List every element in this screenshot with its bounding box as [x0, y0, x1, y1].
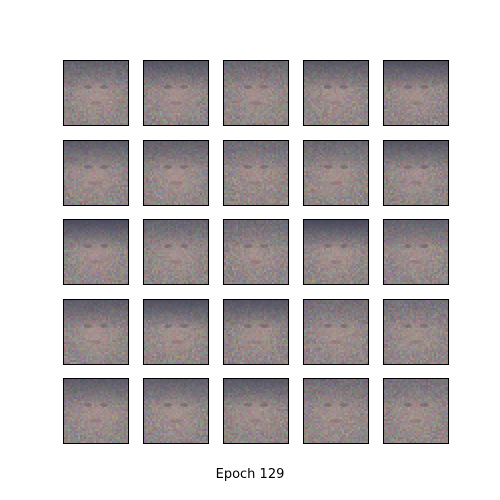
sample-image-16: [63, 299, 129, 365]
sample-image-25: [383, 378, 449, 444]
sample-image-20: [383, 299, 449, 365]
face-sample-graphic: [304, 379, 368, 443]
face-sample-graphic: [384, 220, 448, 284]
face-sample-graphic: [224, 141, 288, 205]
face-sample-graphic: [64, 61, 128, 125]
face-sample-graphic: [304, 61, 368, 125]
face-sample-graphic: [384, 300, 448, 364]
sample-image-11: [63, 219, 129, 285]
face-sample-graphic: [144, 220, 208, 284]
sample-image-2: [143, 60, 209, 126]
sample-image-23: [223, 378, 289, 444]
face-sample-graphic: [304, 220, 368, 284]
sample-image-4: [303, 60, 369, 126]
sample-image-14: [303, 219, 369, 285]
face-sample-graphic: [144, 300, 208, 364]
face-sample-graphic: [384, 379, 448, 443]
face-sample-graphic: [64, 141, 128, 205]
face-sample-graphic: [64, 379, 128, 443]
face-sample-graphic: [224, 300, 288, 364]
face-sample-graphic: [384, 61, 448, 125]
sample-image-6: [63, 140, 129, 206]
sample-image-5: [383, 60, 449, 126]
face-sample-graphic: [304, 141, 368, 205]
face-sample-graphic: [224, 220, 288, 284]
sample-image-15: [383, 219, 449, 285]
face-sample-graphic: [64, 220, 128, 284]
sample-image-13: [223, 219, 289, 285]
sample-image-1: [63, 60, 129, 126]
face-sample-graphic: [224, 61, 288, 125]
sample-image-8: [223, 140, 289, 206]
sample-image-21: [63, 378, 129, 444]
sample-image-9: [303, 140, 369, 206]
sample-image-12: [143, 219, 209, 285]
sample-image-3: [223, 60, 289, 126]
sample-image-17: [143, 299, 209, 365]
sample-image-24: [303, 378, 369, 444]
face-sample-graphic: [144, 61, 208, 125]
sample-image-18: [223, 299, 289, 365]
epoch-caption: Epoch 129: [0, 466, 500, 484]
face-sample-graphic: [144, 141, 208, 205]
sample-image-7: [143, 140, 209, 206]
face-sample-graphic: [384, 141, 448, 205]
face-sample-graphic: [144, 379, 208, 443]
sample-image-19: [303, 299, 369, 365]
sample-image-10: [383, 140, 449, 206]
sample-image-22: [143, 378, 209, 444]
face-sample-graphic: [64, 300, 128, 364]
face-sample-graphic: [304, 300, 368, 364]
face-sample-graphic: [224, 379, 288, 443]
